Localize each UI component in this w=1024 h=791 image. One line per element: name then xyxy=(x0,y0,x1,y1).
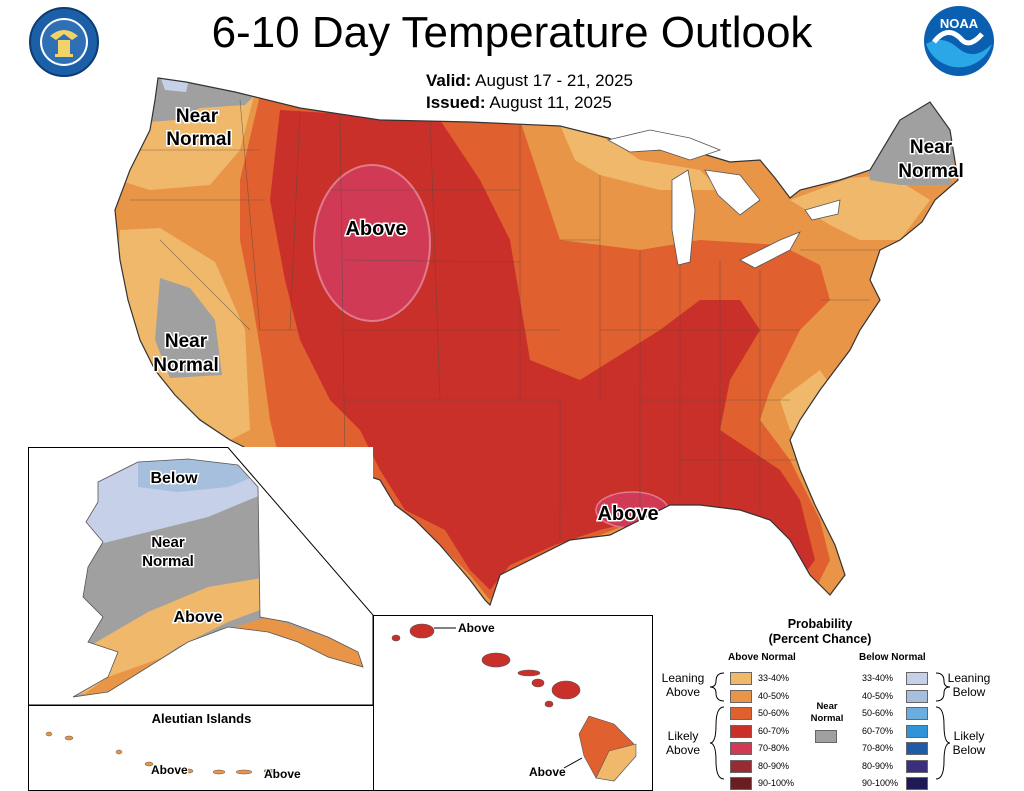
label-ne-normal: Normal xyxy=(898,161,963,182)
leaning-above-line1: Leaning xyxy=(661,671,705,685)
legend-below-swatch xyxy=(906,707,928,720)
label-nw-near: Near xyxy=(176,106,219,127)
label-nw-normal: Normal xyxy=(166,129,231,150)
legend-likely-below: Likely Below xyxy=(944,729,994,757)
legend-below-swatch xyxy=(906,672,928,685)
legend-subtitle: (Percent Chance) xyxy=(768,632,872,646)
legend-above-range: 70-80% xyxy=(758,743,790,753)
leaning-below-line1: Leaning xyxy=(947,671,991,685)
legend-likely-above: Likely Above xyxy=(656,729,710,757)
legend-near-normal-swatch xyxy=(815,730,837,743)
legend-below-swatch xyxy=(906,689,928,703)
valid-label: Valid: xyxy=(426,71,472,90)
hawaii-map: Above Above xyxy=(391,620,637,782)
likely-below-line2: Below xyxy=(952,743,986,757)
label-ak-below: Below xyxy=(150,470,198,487)
legend-above-range: 40-50% xyxy=(758,690,790,701)
issued-label: Issued: xyxy=(426,93,486,112)
issued-date: August 11, 2025 xyxy=(489,93,612,112)
legend-above-swatch xyxy=(730,777,752,790)
likely-below-line1: Likely xyxy=(953,729,985,743)
issued-line: Issued: August 11, 2025 xyxy=(426,93,612,113)
label-ca-normal: Normal xyxy=(153,355,218,376)
alaska-inset: Below Near Normal Above xyxy=(28,447,374,706)
likely-above-line2: Above xyxy=(665,743,701,757)
noaa-logo-text: NOAA xyxy=(940,16,979,31)
label-hi-above-bottom: Above xyxy=(529,765,566,779)
alaska-map: Below Near Normal Above xyxy=(28,447,374,706)
label-gulf-above: Above xyxy=(597,503,658,525)
legend-above-swatch xyxy=(730,724,752,738)
legend-below-range: 40-50% xyxy=(862,690,894,701)
lake-superior xyxy=(606,129,722,161)
legend-above-swatch xyxy=(730,689,752,703)
label-ak-near: Near xyxy=(151,534,185,551)
probability-legend: Probability (Percent Chance) Above Norma… xyxy=(650,615,1024,791)
legend-below-range: 70-80% xyxy=(862,743,894,753)
label-rockies-above: Above xyxy=(345,218,406,240)
legend-above-swatch xyxy=(730,759,752,773)
aleutian-title: Aleutian Islands xyxy=(151,711,252,726)
legend-below-range: 60-70% xyxy=(862,725,894,736)
legend-below-header: Below Normal xyxy=(859,652,926,663)
likely-above-line1: Likely xyxy=(667,729,699,743)
legend-below-range: 80-90% xyxy=(862,760,894,771)
leaning-above-line2: Above xyxy=(665,685,701,699)
leaning-below-line2: Below xyxy=(952,685,986,699)
legend-below-swatch xyxy=(906,777,928,790)
legend-below-swatch xyxy=(906,759,928,773)
label-ak-above: Above xyxy=(174,609,223,626)
near-normal-line1: Near xyxy=(816,701,838,712)
legend-below-range: 33-40% xyxy=(862,673,894,683)
legend-above-range: 60-70% xyxy=(758,725,790,736)
valid-line: Valid: August 17 - 21, 2025 xyxy=(426,71,633,91)
legend-above-swatch xyxy=(730,742,752,755)
lake-michigan xyxy=(671,169,696,266)
state-boundaries xyxy=(120,99,880,540)
label-aleutian-above-right: Above xyxy=(264,767,301,781)
legend-leaning-above: Leaning Above xyxy=(656,671,710,699)
noaa-logo-icon: NOAA xyxy=(924,6,994,76)
label-ak-normal: Normal xyxy=(142,553,194,570)
legend-above-range: 80-90% xyxy=(758,760,790,771)
lake-erie xyxy=(739,231,801,269)
label-aleutian-above-left: Above xyxy=(151,763,188,777)
near-normal-line2: Normal xyxy=(810,713,844,724)
legend-leaning-below: Leaning Below xyxy=(944,671,994,699)
region-33-40-above-great-lakes xyxy=(560,125,720,190)
legend-above-range: 90-100% xyxy=(758,778,795,788)
legend-above-range: 33-40% xyxy=(758,673,790,683)
legend-below-range: 90-100% xyxy=(862,778,899,788)
legend-title: Probability xyxy=(787,617,853,631)
region-33-40-above-ne xyxy=(790,175,930,240)
legend-above-range: 50-60% xyxy=(758,708,790,718)
region-near-normal-ca xyxy=(155,278,222,378)
map-title: 6-10 Day Temperature Outlook xyxy=(211,8,813,57)
label-ca-near: Near xyxy=(165,331,208,352)
valid-date: August 17 - 21, 2025 xyxy=(475,71,633,90)
legend-below-range: 50-60% xyxy=(862,708,894,718)
legend-below-swatch xyxy=(906,742,928,755)
legend-below-swatch xyxy=(906,724,928,738)
lake-huron xyxy=(704,169,761,216)
hawaii-inset: Above Above xyxy=(373,615,653,791)
lake-ontario xyxy=(804,199,841,221)
label-hi-above-top: Above xyxy=(458,621,495,635)
commerce-seal-icon xyxy=(29,7,99,77)
label-ne-near: Near xyxy=(910,137,953,158)
legend-above-swatch xyxy=(730,672,752,685)
legend-above-header: Above Normal xyxy=(728,652,796,663)
legend-above-swatch xyxy=(730,707,752,720)
aleutian-map: Above Above xyxy=(45,731,302,782)
legend-near-normal: Near Normal xyxy=(804,701,850,725)
aleutian-inset: Aleutian Islands Above Above xyxy=(28,705,375,791)
region-70-80-above-rockies xyxy=(313,164,431,322)
